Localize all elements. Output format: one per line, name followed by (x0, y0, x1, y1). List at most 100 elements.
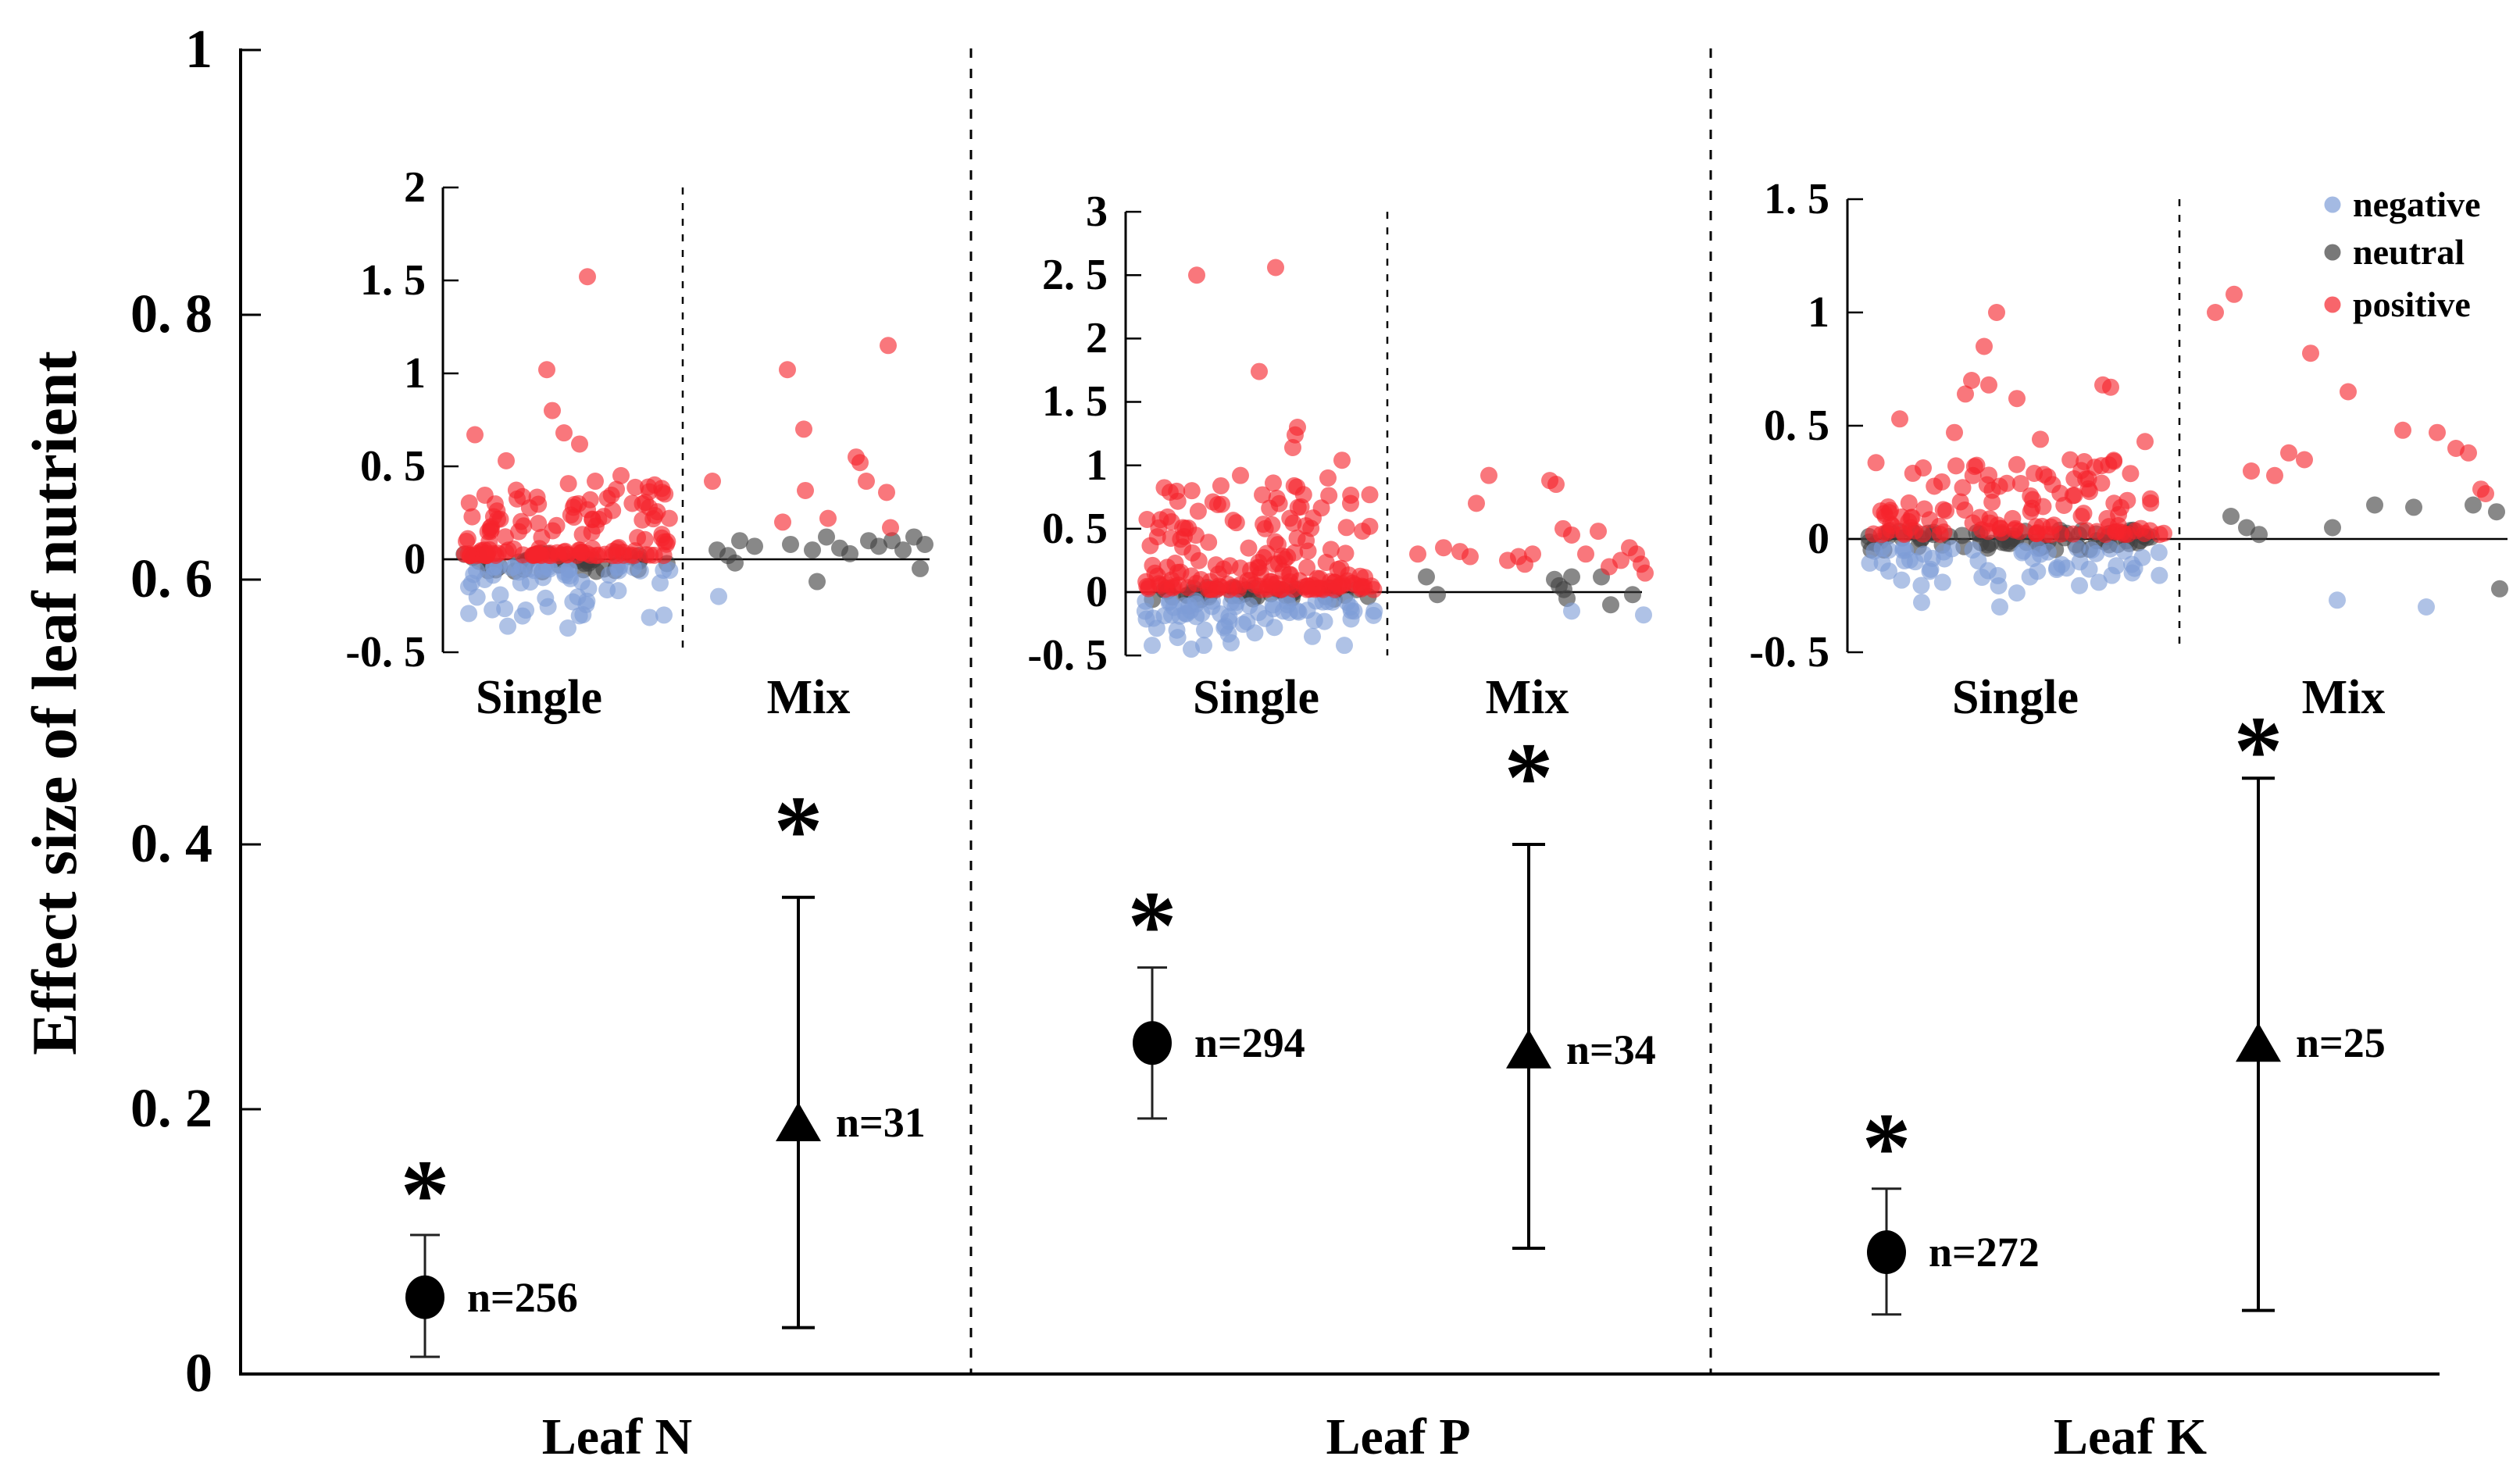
scatter-point-positive (498, 451, 515, 469)
scatter-point-positive (583, 523, 601, 541)
scatter-point-positive (1188, 266, 1205, 284)
inset-p-tick-label: 0 (1086, 568, 1108, 616)
scatter-point-positive (2011, 475, 2029, 493)
scatter-point-positive (463, 508, 481, 526)
scatter-point-negative (2151, 566, 2168, 584)
scatter-point-positive (496, 528, 514, 546)
n-label-leafp-mix: n=34 (1566, 1026, 1656, 1073)
scatter-point-positive (1980, 466, 1998, 484)
scatter-point-positive (819, 509, 837, 527)
inset-k-tick-label: 0. 5 (1764, 402, 1829, 450)
y-axis-title: Effect size of leaf nutrient (19, 351, 90, 1055)
n-label-leafn-single: n=256 (467, 1274, 578, 1321)
scatter-point-positive (2100, 456, 2118, 474)
scatter-point-positive (2141, 490, 2159, 508)
main-y-tick-label: 0. 2 (130, 1079, 212, 1139)
scatter-point-negative (2150, 544, 2168, 562)
scatter-point-positive (1312, 499, 1330, 517)
scatter-point-positive (1882, 501, 1900, 519)
scatter-point-negative (2115, 542, 2133, 560)
scatter-point-positive (1311, 569, 1329, 587)
scatter-point-negative (1873, 554, 1891, 572)
scatter-point-positive (479, 544, 497, 562)
scatter-point-positive (2302, 344, 2319, 362)
scatter-point-positive (584, 510, 601, 528)
scatter-point-positive (1900, 494, 1918, 512)
scatter-point-positive (2429, 423, 2446, 441)
scatter-point-positive (1146, 564, 1164, 582)
panel-label-leaf-n: Leaf N (541, 1408, 693, 1465)
scatter-point-positive (1337, 544, 1355, 562)
scatter-point-positive (1285, 476, 1303, 494)
scatter-point-positive (484, 508, 502, 526)
scatter-point-negative (1234, 616, 1252, 633)
scatter-point-neutral (2488, 503, 2505, 521)
scatter-point-neutral (818, 528, 835, 546)
scatter-point-positive (1590, 523, 1607, 541)
scatter-point-positive (1290, 572, 1308, 590)
scatter-point-negative (556, 566, 574, 584)
scatter-point-positive (1891, 410, 1908, 428)
scatter-point-positive (2243, 462, 2260, 480)
scatter-point-negative (539, 598, 557, 616)
inset-k-tick-label: 1. 5 (1764, 175, 1829, 223)
scatter-point-positive (1983, 493, 2001, 511)
scatter-point-positive (2034, 498, 2052, 516)
scatter-point-neutral (841, 544, 858, 562)
scatter-point-positive (1299, 542, 1317, 560)
scatter-point-positive (1189, 502, 1207, 520)
scatter-point-positive (858, 473, 875, 491)
scatter-point-positive (2296, 451, 2313, 469)
scatter-point-positive (579, 268, 596, 286)
scatter-point-negative (499, 617, 516, 635)
scatter-point-negative (2087, 544, 2105, 562)
scatter-point-negative (491, 586, 509, 604)
scatter-point-positive (481, 523, 499, 541)
scatter-point-positive (1284, 438, 1301, 456)
mean-marker-circle-single (405, 1275, 444, 1319)
scatter-point-negative (2058, 559, 2076, 577)
scatter-point-positive (2207, 304, 2224, 321)
scatter-point-negative (651, 574, 669, 592)
scatter-point-positive (1322, 541, 1340, 559)
mean-marker-triangle-mix (776, 1101, 821, 1141)
scatter-point-positive (2078, 522, 2096, 540)
scatter-point-positive (1212, 476, 1230, 494)
scatter-point-positive (2079, 480, 2097, 498)
scatter-point-positive (2098, 509, 2116, 527)
legend-dot-negative (2324, 196, 2341, 213)
scatter-point-negative (2329, 591, 2346, 609)
scatter-point-neutral (1979, 536, 1997, 554)
scatter-point-positive (2035, 466, 2053, 484)
scatter-point-neutral (916, 535, 933, 553)
scatter-point-negative (1893, 571, 1911, 589)
legend-dot-positive (2324, 296, 2341, 313)
scatter-point-positive (2093, 474, 2111, 492)
inset-p-tick-label: 3 (1086, 187, 1108, 236)
scatter-point-positive (2102, 378, 2119, 396)
scatter-point-positive (1637, 564, 1654, 582)
legend-dot-neutral (2324, 244, 2341, 261)
scatter-point-positive (2008, 455, 2026, 473)
scatter-point-positive (1946, 423, 1963, 441)
scatter-point-neutral (731, 532, 748, 550)
scatter-point-positive (636, 530, 654, 548)
mean-marker-circle-single (1133, 1021, 1172, 1065)
scatter-point-positive (1956, 501, 1974, 519)
scatter-point-positive (1547, 476, 1565, 494)
mean-marker-circle-single (1867, 1230, 1906, 1275)
scatter-point-positive (1980, 376, 1997, 394)
scatter-point-negative (1196, 621, 1214, 639)
scatter-point-negative (1342, 610, 1360, 628)
scatter-point-positive (625, 547, 643, 565)
scatter-point-negative (1922, 560, 1940, 578)
scatter-point-positive (626, 478, 644, 496)
scatter-point-negative (2123, 555, 2141, 573)
scatter-point-positive (704, 473, 721, 491)
scatter-point-positive (612, 466, 630, 484)
scatter-point-positive (1915, 500, 1933, 518)
scatter-point-negative (1246, 624, 1264, 642)
scatter-point-positive (2008, 390, 2026, 408)
significance-star-leafn-mix: * (773, 776, 823, 885)
